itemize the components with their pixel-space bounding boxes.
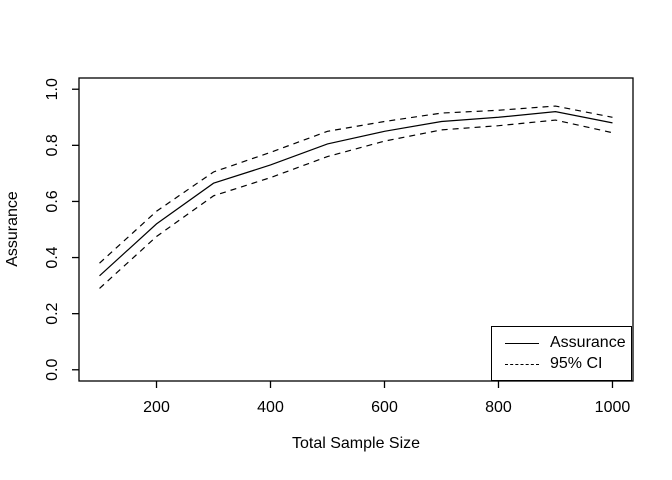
y-tick-label: 0.0 bbox=[44, 359, 61, 381]
y-tick-label: 0.4 bbox=[44, 246, 61, 268]
legend-label: Assurance bbox=[550, 334, 626, 351]
y-tick-label: 1.0 bbox=[44, 78, 61, 100]
x-tick-label: 1000 bbox=[595, 399, 631, 416]
series-95-ci-upper bbox=[99, 105, 613, 264]
x-tick-label: 200 bbox=[143, 399, 170, 416]
x-tick-label: 600 bbox=[371, 399, 398, 416]
y-tick-label: 0.8 bbox=[44, 134, 61, 156]
series-95-ci-lower bbox=[99, 119, 613, 289]
y-axis-title: Assurance bbox=[4, 191, 21, 267]
x-tick-label: 800 bbox=[485, 399, 512, 416]
series-assurance bbox=[99, 111, 613, 277]
plot-box bbox=[78, 77, 634, 382]
solid-line-sample-icon bbox=[505, 342, 539, 344]
y-tick-label: 0.2 bbox=[44, 302, 61, 324]
legend-item-ci: 95% CI bbox=[492, 355, 631, 373]
y-tick-label: 0.6 bbox=[44, 190, 61, 212]
legend-box: Assurance 95% CI bbox=[491, 326, 632, 381]
dashed-line-sample-icon bbox=[505, 363, 539, 365]
x-tick-label: 400 bbox=[257, 399, 284, 416]
x-axis-title: Total Sample Size bbox=[291, 435, 421, 452]
legend-label: 95% CI bbox=[550, 355, 603, 372]
legend-item-assurance: Assurance bbox=[492, 334, 631, 352]
